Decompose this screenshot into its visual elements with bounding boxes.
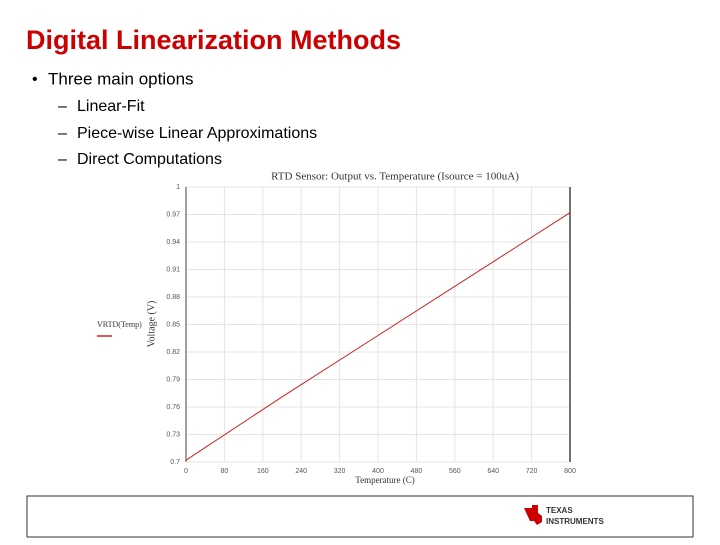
y-tick-label: 0.94 xyxy=(166,239,180,246)
sub-bullet: Direct Computations xyxy=(77,151,222,168)
sub-bullet: Piece-wise Linear Approximations xyxy=(77,125,317,142)
legend-label: VRTD(Temp) xyxy=(97,320,142,329)
x-tick-label: 80 xyxy=(221,468,229,475)
y-tick-label: 0.85 xyxy=(166,321,180,328)
logo-text: Texas xyxy=(546,506,573,515)
dash: – xyxy=(58,151,67,168)
y-tick-label: 0.82 xyxy=(166,349,180,356)
sub-bullet: Linear-Fit xyxy=(77,98,145,115)
x-tick-label: 160 xyxy=(257,468,269,475)
x-tick-label: 240 xyxy=(295,468,307,475)
x-tick-label: 400 xyxy=(372,468,384,475)
y-tick-label: 0.79 xyxy=(166,376,180,383)
x-axis-label: Temperature (C) xyxy=(355,475,415,485)
y-tick-label: 0.73 xyxy=(166,431,180,438)
y-tick-label: 1 xyxy=(176,184,180,191)
x-tick-label: 640 xyxy=(487,468,499,475)
x-tick-label: 800 xyxy=(564,468,576,475)
logo-text: Instruments xyxy=(546,517,604,526)
y-axis-label: Voltage (V) xyxy=(146,301,157,348)
ti-logo xyxy=(524,505,542,525)
footer-box xyxy=(26,495,694,538)
x-tick-label: 560 xyxy=(449,468,461,475)
dash: – xyxy=(58,125,67,142)
x-tick-label: 0 xyxy=(184,468,188,475)
y-tick-label: 0.88 xyxy=(166,294,180,301)
x-tick-label: 320 xyxy=(334,468,346,475)
bullet: Three main options xyxy=(48,69,194,88)
data-line xyxy=(185,212,571,461)
dash: – xyxy=(58,98,67,115)
x-tick-label: 480 xyxy=(411,468,423,475)
y-tick-label: 0.91 xyxy=(166,266,180,273)
y-tick-label: 0.76 xyxy=(166,404,180,411)
slide-title: Digital Linearization Methods xyxy=(26,25,401,55)
bullet-mark: • xyxy=(32,71,38,88)
y-tick-label: 0.7 xyxy=(170,459,180,466)
chart-title: RTD Sensor: Output vs. Temperature (Isou… xyxy=(271,171,519,183)
x-tick-label: 720 xyxy=(526,468,538,475)
y-tick-label: 0.97 xyxy=(166,211,180,218)
